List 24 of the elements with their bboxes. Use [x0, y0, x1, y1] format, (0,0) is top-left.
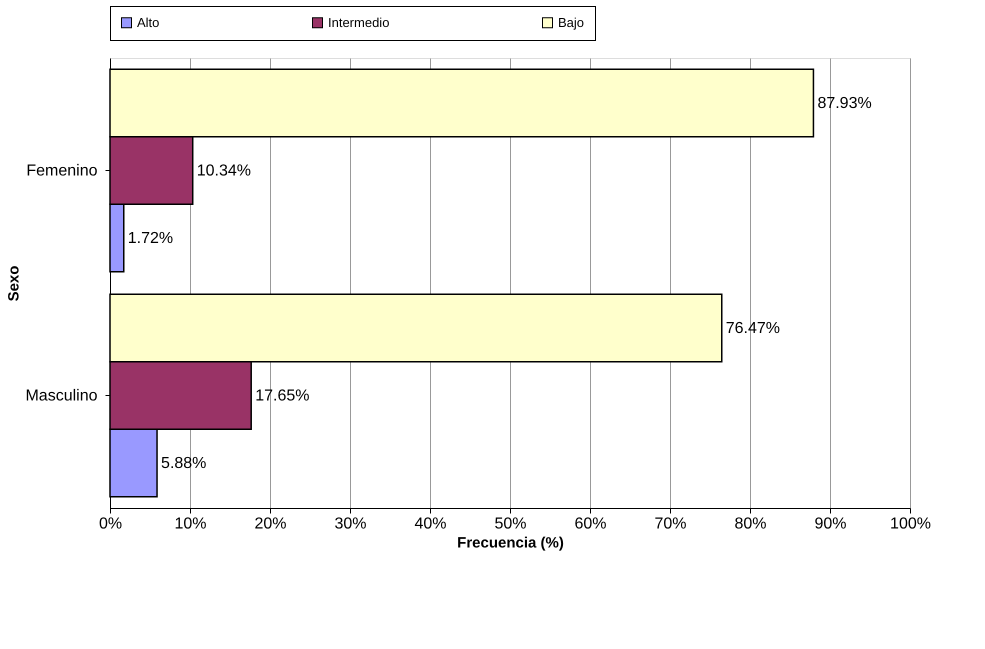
x-tick-label: 20%: [254, 516, 287, 532]
data-label: 1.72%: [128, 230, 174, 247]
y-axis-title: Sexo: [5, 266, 22, 302]
x-tick-label: 60%: [574, 516, 607, 532]
y-tick-label: Masculino: [25, 388, 98, 404]
data-label: 10.34%: [196, 162, 251, 180]
x-tick-label: 40%: [414, 516, 447, 532]
data-label: 5.88%: [161, 455, 206, 472]
data-label: 87.93%: [817, 95, 872, 112]
x-axis-title: Frecuencia (%): [457, 534, 564, 552]
x-tick-label: 70%: [654, 516, 687, 532]
y-tick-label: Femenino: [26, 162, 98, 180]
legend-label: Intermedio: [328, 14, 390, 30]
x-tick-label: 90%: [814, 516, 847, 532]
x-tick-label: 10%: [174, 516, 207, 532]
data-label: 17.65%: [255, 388, 310, 404]
x-tick-label: 50%: [494, 516, 527, 532]
legend-label: Bajo: [558, 14, 584, 30]
data-label: 76.47%: [726, 320, 780, 337]
legend-label: Alto: [137, 14, 160, 30]
x-tick-label: 0%: [98, 516, 122, 532]
x-tick-label: 100%: [890, 516, 931, 532]
x-tick-label: 30%: [334, 516, 367, 532]
x-tick-label: 80%: [734, 516, 767, 532]
